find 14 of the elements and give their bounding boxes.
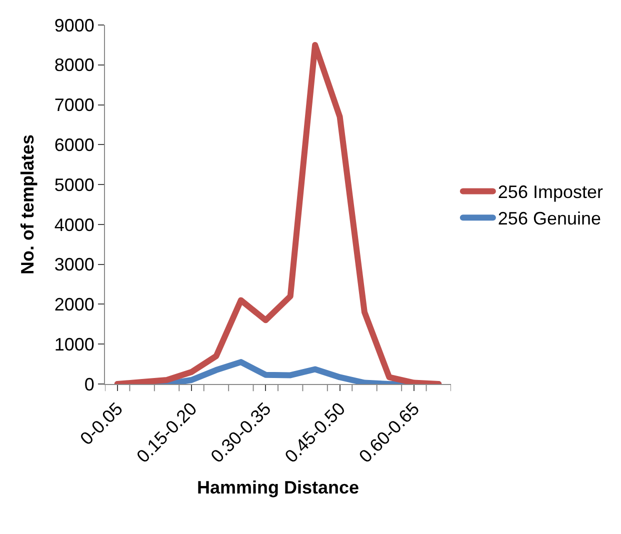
y-tick-label: 3000 bbox=[54, 254, 94, 275]
y-tick-label: 7000 bbox=[54, 95, 94, 116]
y-tick-label: 1000 bbox=[54, 334, 94, 354]
legend-label: 256 Imposter bbox=[498, 182, 603, 202]
y-tick-label: 5000 bbox=[54, 174, 94, 195]
y-tick-label: 4000 bbox=[54, 214, 94, 235]
y-tick-label: 9000 bbox=[54, 15, 94, 36]
y-tick-label: 0 bbox=[84, 374, 94, 394]
x-axis-title: Hamming Distance bbox=[196, 478, 360, 498]
legend-label: 256 Genuine bbox=[498, 208, 602, 229]
y-tick-label: 6000 bbox=[54, 134, 94, 155]
y-axis-title: No. of templates bbox=[18, 134, 38, 275]
y-tick-label: 2000 bbox=[54, 294, 94, 315]
y-tick-label: 8000 bbox=[54, 55, 94, 76]
